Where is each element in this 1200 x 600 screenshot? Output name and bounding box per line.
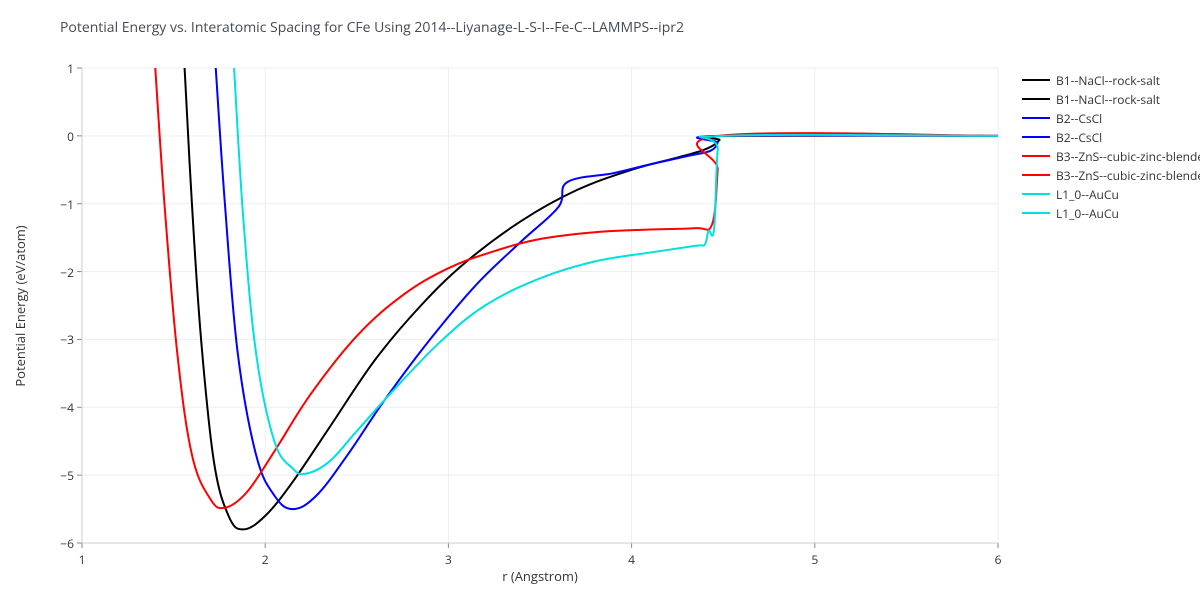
legend-swatch	[1022, 212, 1050, 214]
legend-label: B1--NaCl--rock-salt	[1056, 91, 1160, 108]
legend-label: L1_0--AuCu	[1056, 205, 1119, 222]
y-tick-label: 1	[67, 60, 74, 77]
legend-label: B3--ZnS--cubic-zinc-blende	[1056, 167, 1200, 184]
legend-label: B2--CsCl	[1056, 110, 1102, 127]
y-tick-label: −4	[60, 399, 74, 416]
x-tick-label: 5	[805, 551, 825, 568]
chart-root: Potential Energy vs. Interatomic Spacing…	[0, 0, 1200, 600]
legend-swatch	[1022, 155, 1050, 157]
legend-swatch	[1022, 79, 1050, 81]
legend: B1--NaCl--rock-salt B1--NaCl--rock-salt B2…	[1022, 72, 1200, 224]
legend-item[interactable]: L1_0--AuCu	[1022, 186, 1200, 202]
y-tick-label: −2	[60, 264, 74, 281]
legend-item[interactable]: B2--CsCl	[1022, 129, 1200, 145]
x-tick-label: 4	[622, 551, 642, 568]
legend-item[interactable]: B1--NaCl--rock-salt	[1022, 72, 1200, 88]
x-tick-label: 1	[72, 551, 92, 568]
legend-item[interactable]: L1_0--AuCu	[1022, 205, 1200, 221]
plot-area	[0, 0, 1200, 600]
legend-swatch	[1022, 136, 1050, 138]
legend-swatch	[1022, 98, 1050, 100]
legend-item[interactable]: B2--CsCl	[1022, 110, 1200, 126]
x-axis-label: r (Angstrom)	[82, 567, 998, 585]
y-tick-label: 0	[67, 128, 74, 145]
y-tick-label: −5	[60, 467, 74, 484]
y-tick-label: −6	[60, 535, 74, 552]
series-B1--NaCl--rock-salt	[185, 68, 998, 529]
legend-item[interactable]: B3--ZnS--cubic-zinc-blende	[1022, 148, 1200, 164]
legend-swatch	[1022, 193, 1050, 195]
x-tick-label: 2	[255, 551, 275, 568]
legend-swatch	[1022, 117, 1050, 119]
legend-label: B2--CsCl	[1056, 129, 1102, 146]
series-B3--ZnS--cubic-zinc-blende	[155, 68, 998, 508]
legend-label: B3--ZnS--cubic-zinc-blende	[1056, 148, 1200, 165]
x-tick-label: 6	[988, 551, 1008, 568]
x-tick-label: 3	[438, 551, 458, 568]
y-tick-label: −3	[60, 331, 74, 348]
legend-item[interactable]: B3--ZnS--cubic-zinc-blende	[1022, 167, 1200, 183]
legend-swatch	[1022, 174, 1050, 176]
y-tick-label: −1	[60, 196, 74, 213]
legend-label: B1--NaCl--rock-salt	[1056, 72, 1160, 89]
y-axis-label: Potential Energy (eV/atom)	[11, 225, 29, 386]
legend-label: L1_0--AuCu	[1056, 186, 1119, 203]
legend-item[interactable]: B1--NaCl--rock-salt	[1022, 91, 1200, 107]
